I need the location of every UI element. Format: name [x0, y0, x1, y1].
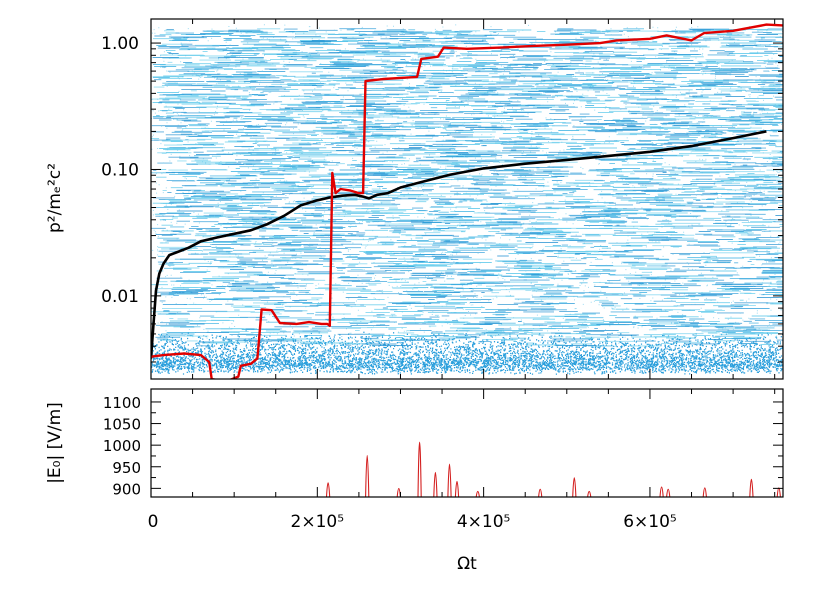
x-axis-label: Ωt: [457, 554, 477, 574]
bottom-y-tick-labels: 900 950 1000 1050 1100: [103, 394, 141, 498]
field-spike: [475, 490, 480, 497]
bottom-y-tick-label: 1050: [103, 416, 141, 434]
top-panel: 1.00 0.10 0.01 p²/mₑ²c²: [45, 18, 784, 380]
field-spike: [538, 488, 543, 497]
bottom-y-tick-label: 1100: [103, 394, 141, 412]
x-tick-label: 6×10⁵: [623, 512, 677, 532]
top-ticks: [150, 19, 783, 379]
bottom-y-tick-label: 1000: [103, 437, 141, 455]
top-y-axis-label: p²/mₑ²c²: [45, 163, 65, 233]
bottom-ticks: [150, 389, 783, 497]
field-spike: [454, 480, 460, 497]
field-spike: [659, 486, 664, 497]
x-tick-labels: 0 2×10⁵ 4×10⁵ 6×10⁵: [148, 512, 677, 532]
field-spike: [702, 487, 707, 497]
top-series: [151, 23, 783, 379]
particle-band: [151, 329, 783, 375]
x-tick-label: 4×10⁵: [457, 512, 511, 532]
field-spike: [417, 441, 422, 497]
field-spike: [776, 487, 781, 497]
bottom-frame: [150, 388, 784, 498]
x-tick-label: 0: [148, 512, 159, 532]
field-spike: [666, 488, 671, 497]
top-y-tick-label: 0.10: [101, 160, 139, 180]
field-spike: [396, 488, 401, 497]
field-spike: [447, 463, 452, 497]
top-y-tick-label: 0.01: [101, 287, 139, 307]
top-y-tick-label: 1.00: [101, 34, 139, 54]
field-spike: [365, 455, 370, 497]
bottom-y-axis-label: |E₀| [V/m]: [45, 402, 65, 484]
top-y-tick-labels: 1.00 0.10 0.01: [101, 34, 139, 307]
mean-energy-line: [151, 130, 767, 359]
particle-streaks: [151, 28, 783, 347]
bottom-series: [325, 441, 781, 497]
x-tick-label: 2×10⁵: [291, 512, 345, 532]
field-spike: [325, 482, 331, 497]
field-spike: [749, 478, 754, 497]
particle-dots: [151, 24, 783, 347]
particle-streaks: [151, 28, 783, 347]
field-spike: [572, 477, 577, 497]
bottom-y-tick-label: 950: [112, 459, 141, 477]
particle-scatter: [151, 24, 783, 375]
bottom-y-tick-label: 900: [112, 480, 141, 498]
single-particle-line: [151, 23, 783, 379]
bottom-panel: 900 950 1000 1050 1100 0 2×10⁵ 4×10⁵ 6×10⁵ |E₀|…: [45, 388, 784, 574]
field-spike: [587, 490, 592, 497]
field-spike: [433, 472, 438, 497]
top-frame: [150, 18, 784, 380]
